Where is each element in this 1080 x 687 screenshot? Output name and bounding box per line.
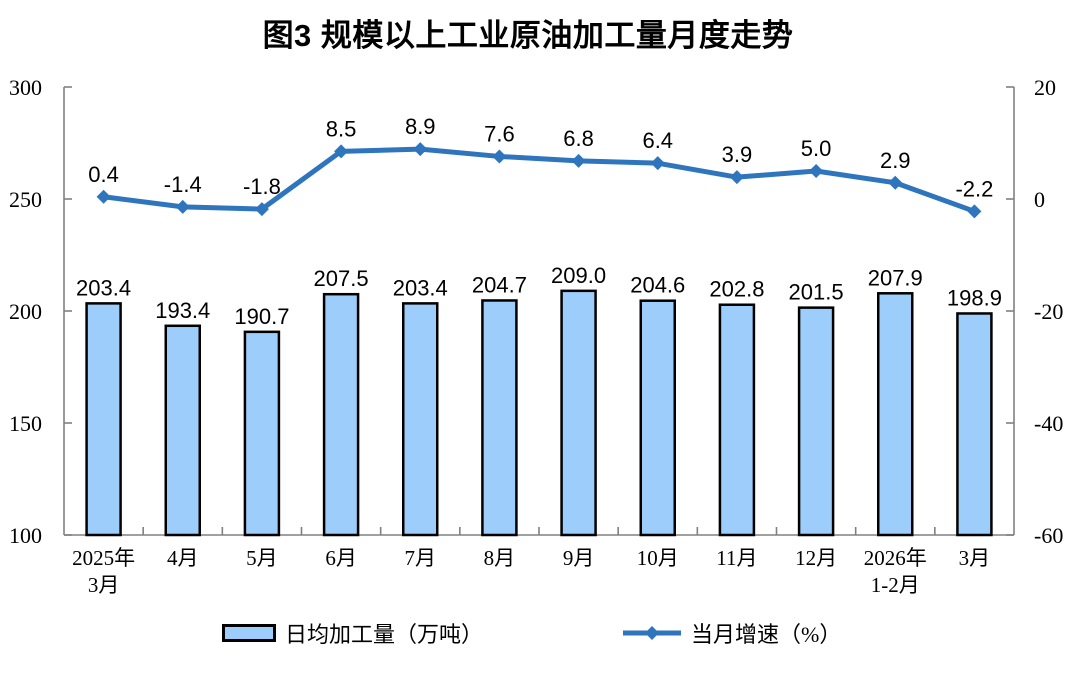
y-axis-left-tick-label: 100 xyxy=(9,523,42,548)
line-value-label: 6.4 xyxy=(642,128,673,153)
line-value-label: 3.9 xyxy=(722,142,753,167)
line-marker-diamond xyxy=(650,156,665,171)
line-series-swatch-icon xyxy=(623,626,681,640)
bar-series-swatch-icon xyxy=(222,624,276,642)
line-marker-diamond xyxy=(175,199,190,214)
x-axis-label: 7月 xyxy=(405,546,437,570)
y-axis-left-tick-label: 150 xyxy=(9,411,42,436)
line-marker-diamond xyxy=(571,153,586,168)
x-axis-label: 2026年 xyxy=(864,546,927,570)
y-axis-right-tick-label: -40 xyxy=(1034,411,1063,436)
y-axis-left-tick-label: 200 xyxy=(9,299,42,324)
line-marker-diamond xyxy=(254,202,269,217)
bar xyxy=(639,299,676,537)
bar-value-label: 209.0 xyxy=(551,263,606,288)
line-value-label: 0.4 xyxy=(88,162,119,187)
legend-line-label: 当月增速（%） xyxy=(691,622,842,647)
line-marker-diamond xyxy=(729,170,744,185)
bar xyxy=(797,306,835,537)
line-value-label: 8.5 xyxy=(326,116,357,141)
line-marker-diamond xyxy=(96,189,111,204)
bar xyxy=(481,299,518,537)
bar-value-label: 198.9 xyxy=(947,285,1002,310)
bar-value-label: 207.9 xyxy=(868,265,923,290)
bar-value-label: 203.4 xyxy=(393,275,448,300)
bar-value-label: 193.4 xyxy=(155,298,210,323)
x-axis-label: 6月 xyxy=(325,546,357,570)
bar xyxy=(718,303,756,537)
bar xyxy=(402,302,439,537)
bar-value-label: 202.8 xyxy=(709,277,764,302)
y-axis-right-tick-label: 20 xyxy=(1034,75,1056,100)
bar xyxy=(243,330,281,537)
bar xyxy=(877,292,914,537)
y-axis-left-tick-label: 250 xyxy=(9,187,42,212)
line-marker-diamond xyxy=(888,175,903,190)
legend-item-line-series: 当月增速（%） xyxy=(622,617,841,649)
x-axis-label: 10月 xyxy=(637,546,679,570)
bar-value-label: 203.4 xyxy=(76,275,131,300)
line-value-label: -1.4 xyxy=(164,172,202,197)
bar xyxy=(560,289,597,537)
x-axis-label: 4月 xyxy=(167,546,199,570)
line-value-label: -1.8 xyxy=(243,174,281,199)
x-axis-label: 11月 xyxy=(716,546,757,570)
bar-value-label: 190.7 xyxy=(234,304,289,329)
line-value-label: 2.9 xyxy=(880,148,911,173)
x-axis-label: 3月 xyxy=(88,573,120,597)
x-axis-label: 5月 xyxy=(246,546,278,570)
bar-value-label: 201.5 xyxy=(789,280,844,305)
line-value-label: -2.2 xyxy=(955,176,993,201)
line-value-label: 7.6 xyxy=(484,121,515,146)
line-marker-diamond xyxy=(967,204,982,219)
line-value-label: 8.9 xyxy=(405,114,436,139)
x-axis-label: 9月 xyxy=(563,546,595,570)
x-axis-label: 2025年 xyxy=(72,546,135,570)
bar xyxy=(322,292,360,537)
line-series xyxy=(101,146,977,214)
y-axis-right-tick-label: -60 xyxy=(1034,523,1063,548)
bar-value-label: 204.6 xyxy=(630,273,685,298)
x-axis-label: 8月 xyxy=(484,546,516,570)
line-value-label: 6.8 xyxy=(563,126,594,151)
x-axis-label: 12月 xyxy=(795,546,837,570)
x-axis-label: 1-2月 xyxy=(871,573,920,597)
y-axis-left-tick-label: 300 xyxy=(9,75,42,100)
x-axis-label: 3月 xyxy=(959,546,991,570)
y-axis-right-tick-label: -20 xyxy=(1034,299,1063,324)
line-marker-diamond xyxy=(492,149,507,164)
bar xyxy=(164,324,201,537)
chart-title: 图3 规模以上工业原油加工量月度走势 xyxy=(262,18,794,53)
bar-value-label: 204.7 xyxy=(472,272,527,297)
bar xyxy=(956,312,993,537)
line-marker-diamond xyxy=(809,164,824,178)
line-marker-diamond xyxy=(413,142,428,157)
legend-item-bar-series: 日均加工量（万吨） xyxy=(222,617,483,649)
legend-bar-label: 日均加工量（万吨） xyxy=(285,622,484,647)
bar xyxy=(85,302,122,537)
bar-value-label: 207.5 xyxy=(314,266,369,291)
line-marker-diamond xyxy=(334,144,349,159)
line-value-label: 5.0 xyxy=(801,136,832,161)
y-axis-right-tick-label: 0 xyxy=(1034,187,1045,212)
